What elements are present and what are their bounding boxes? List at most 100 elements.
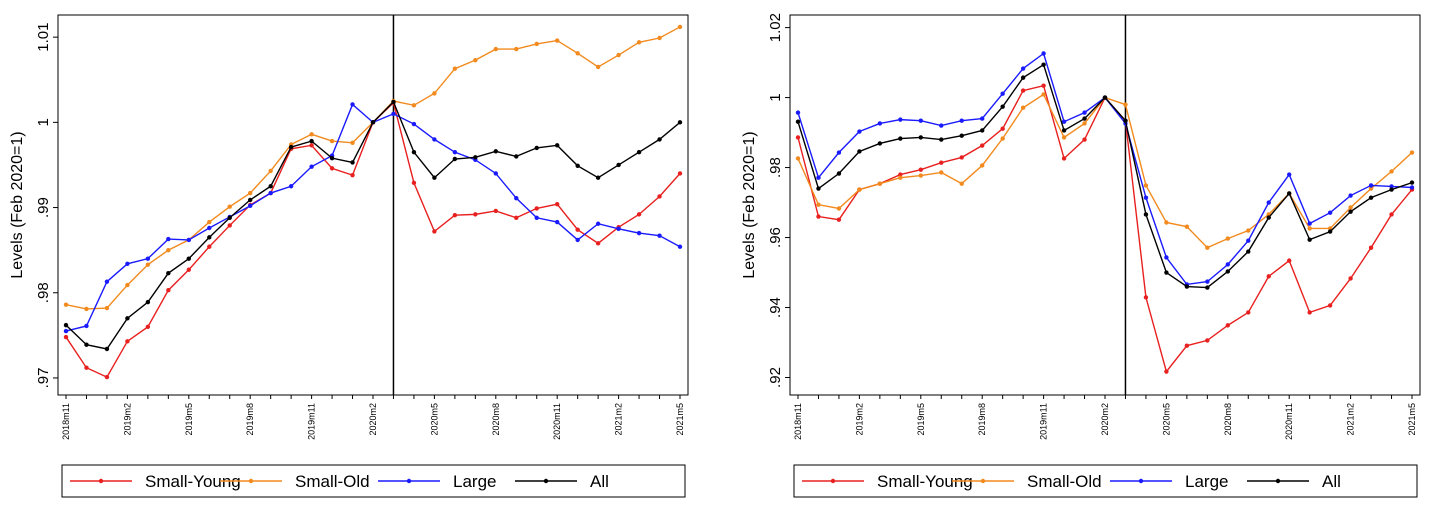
data-point: [1389, 184, 1394, 189]
data-point: [1143, 183, 1149, 188]
data-point: [980, 143, 985, 148]
x-tick-label: 2020m8: [491, 403, 501, 436]
data-point: [84, 323, 89, 329]
data-point: [166, 236, 171, 242]
data-point: [898, 136, 903, 141]
data-point: [1246, 228, 1251, 233]
data-point: [309, 132, 314, 137]
data-point: [1246, 238, 1251, 243]
data-point: [1348, 276, 1353, 281]
data-point: [1287, 191, 1292, 196]
data-point: [816, 202, 821, 207]
x-tick-label: 2018m11: [793, 403, 803, 440]
x-tick-label: 2020m2: [368, 403, 378, 436]
data-point: [1205, 338, 1210, 343]
data-point: [1246, 249, 1251, 254]
data-point: [636, 230, 642, 236]
data-point: [795, 110, 801, 115]
data-point: [63, 328, 69, 334]
data-point: [432, 137, 437, 142]
x-tick-label: 2021m5: [1407, 403, 1417, 436]
data-point: [1164, 369, 1169, 374]
data-point: [1327, 303, 1333, 308]
legend-marker: [543, 478, 549, 484]
data-point: [1205, 279, 1210, 284]
data-point: [104, 305, 110, 311]
data-point: [857, 129, 862, 134]
data-point: [1225, 236, 1231, 241]
data-point: [350, 160, 355, 165]
data-point: [248, 197, 253, 203]
data-point: [186, 237, 191, 243]
data-point: [534, 41, 539, 47]
data-point: [595, 221, 601, 226]
data-point: [1287, 172, 1292, 177]
data-point: [1287, 258, 1292, 263]
data-point: [1061, 119, 1067, 124]
series-line: [797, 52, 1413, 286]
y-tick-label: .99: [35, 197, 52, 218]
x-tick-label: 2020m11: [1284, 403, 1294, 440]
data-point: [877, 181, 883, 186]
legend-marker: [830, 478, 836, 484]
data-point: [677, 120, 683, 125]
data-point: [616, 52, 621, 58]
data-point: [1143, 212, 1149, 217]
data-point: [125, 316, 130, 321]
data-point: [493, 208, 498, 214]
data-point: [350, 102, 355, 107]
data-point: [514, 215, 519, 220]
y-tick-label: 1.01: [35, 23, 52, 52]
data-point: [186, 267, 191, 272]
x-tick-label: 2020m8: [1223, 403, 1233, 436]
data-point: [288, 184, 294, 189]
data-point: [309, 138, 314, 144]
series-line: [65, 103, 681, 332]
data-point: [268, 190, 273, 196]
data-point: [657, 233, 662, 238]
plot-frame: [789, 14, 1421, 396]
y-tick-label: .97: [35, 368, 52, 389]
data-point: [1307, 237, 1312, 242]
data-point: [636, 149, 642, 155]
data-point: [575, 237, 580, 243]
legend-label: Large: [453, 472, 496, 491]
data-point: [555, 143, 560, 148]
y-axis-label: Levels (Feb 2020=1): [9, 131, 26, 278]
data-point: [1020, 66, 1026, 71]
data-point: [1266, 215, 1271, 220]
data-point: [1389, 187, 1394, 192]
legend-marker: [1275, 478, 1281, 484]
data-point: [555, 201, 560, 207]
legend-label: Small-Young: [145, 472, 241, 491]
data-point: [575, 51, 580, 56]
data-point: [1102, 95, 1108, 100]
data-point: [452, 213, 458, 218]
data-point: [595, 64, 601, 70]
data-point: [207, 225, 212, 231]
data-point: [657, 35, 662, 41]
data-point: [288, 144, 294, 150]
data-point: [63, 334, 69, 340]
data-point: [836, 217, 842, 222]
data-point: [575, 163, 580, 169]
data-point: [918, 118, 923, 123]
data-point: [877, 141, 883, 146]
data-point: [63, 322, 69, 328]
data-point: [1368, 195, 1374, 200]
data-point: [1266, 200, 1271, 205]
data-point: [1143, 295, 1149, 300]
data-point: [1184, 284, 1190, 289]
x-tick-label: 2019m2: [854, 403, 864, 436]
legend-label: Small-Old: [1027, 472, 1102, 491]
data-point: [575, 227, 580, 232]
data-point: [1164, 255, 1169, 260]
data-point: [795, 135, 801, 140]
data-point: [980, 116, 985, 121]
data-point: [391, 111, 396, 117]
data-point: [145, 299, 151, 305]
data-point: [104, 346, 110, 352]
data-point: [1041, 62, 1046, 67]
data-point: [959, 155, 964, 160]
